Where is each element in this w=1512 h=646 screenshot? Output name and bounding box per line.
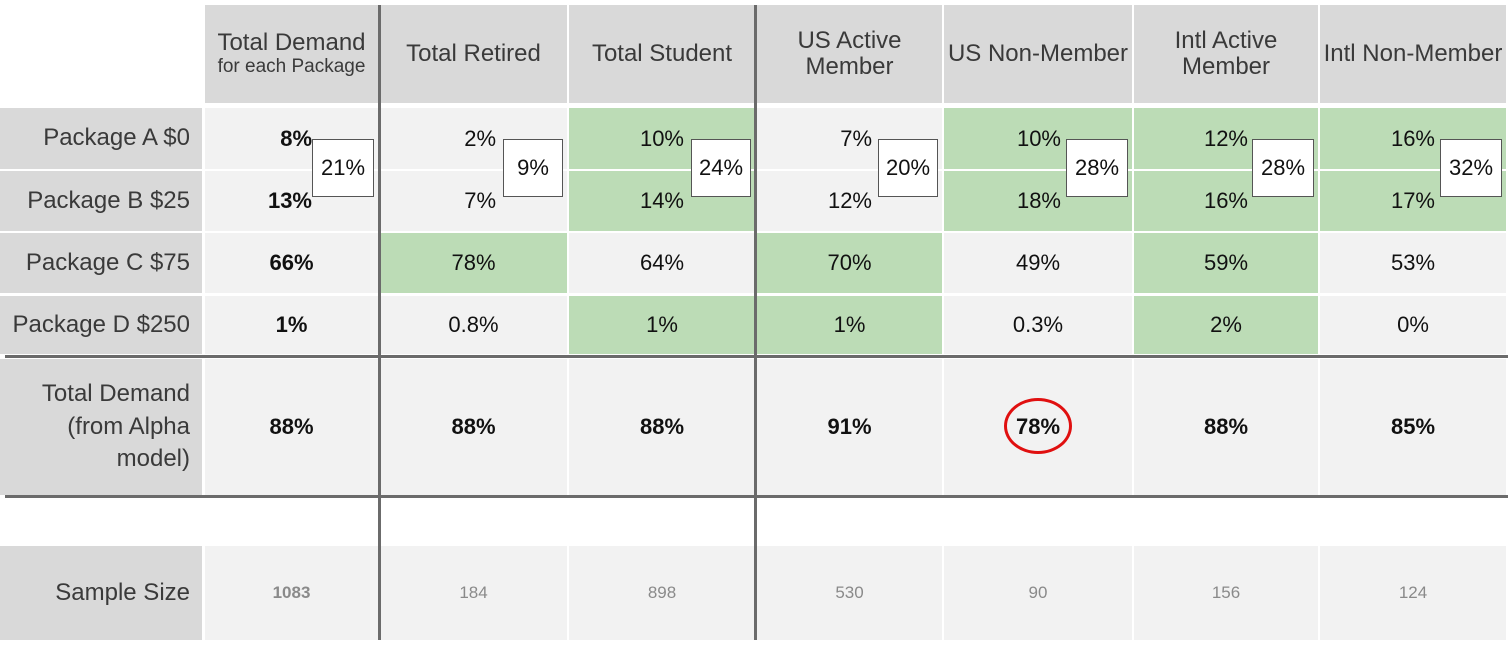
table-cell: 66%: [205, 233, 378, 293]
table-cell: 898: [569, 546, 755, 640]
table-cell: 88%: [1134, 359, 1318, 495]
column-header: US Active Member: [757, 5, 942, 103]
spacer-cell: [380, 499, 567, 542]
table-cell: 8%: [205, 108, 378, 169]
table-cell: 0%: [1320, 296, 1506, 354]
table-cell: 1%: [757, 296, 942, 354]
column-header-title: Intl Active Member: [1174, 26, 1278, 80]
table-cell: 85%: [1320, 359, 1506, 495]
table-cell: 91%: [757, 359, 942, 495]
spacer-cell: [1320, 499, 1506, 542]
table-cell: 12%: [757, 171, 942, 231]
row-label-package-b: Package B $25: [0, 171, 202, 231]
combined-ab-box: 24%: [691, 139, 751, 197]
combined-ab-box: 28%: [1252, 139, 1314, 197]
column-header: US Non-Member: [944, 5, 1132, 103]
column-header-title: Total Student: [591, 39, 733, 67]
table-cell: 0.8%: [380, 296, 567, 354]
combined-ab-box: 20%: [878, 139, 938, 197]
table-cell: 0.3%: [944, 296, 1132, 354]
combined-ab-box: 32%: [1440, 139, 1502, 197]
column-header: Intl Non-Member: [1320, 5, 1506, 103]
table-cell: 70%: [757, 233, 942, 293]
column-header-title: Intl Non-Member: [1323, 39, 1503, 67]
combined-ab-box: 9%: [503, 139, 563, 197]
column-header: Intl Active Member: [1134, 5, 1318, 103]
column-header-title: Total Demand: [217, 29, 366, 57]
table-cell: 49%: [944, 233, 1132, 293]
column-header: Total Demand for each Package: [205, 5, 378, 103]
row-label-package-d: Package D $250: [0, 296, 202, 354]
group-divider: [754, 5, 757, 640]
table-cell: 59%: [1134, 233, 1318, 293]
column-header: Total Student: [569, 5, 755, 103]
spacer-cell: [569, 499, 755, 542]
table-cell: 184: [380, 546, 567, 640]
column-header-title: Total Retired: [406, 39, 541, 67]
group-divider: [378, 5, 381, 640]
table-cell: 88%: [380, 359, 567, 495]
highlight-circle: [1004, 398, 1072, 454]
row-label-package-c: Package C $75: [0, 233, 202, 293]
table-cell: 16%: [1134, 171, 1318, 231]
table-cell: 2%: [1134, 296, 1318, 354]
spacer-cell: [1134, 499, 1318, 542]
combined-ab-box: 28%: [1066, 139, 1128, 197]
combined-ab-box: 21%: [312, 139, 374, 197]
column-header-subtitle: for each Package: [217, 55, 366, 77]
table-cell: 88%: [205, 359, 378, 495]
spacer-cell: [757, 499, 942, 542]
row-label-package-a: Package A $0: [0, 108, 202, 169]
table-cell: 90: [944, 546, 1132, 640]
table-cell: 1083: [205, 546, 378, 640]
table-cell: 17%: [1320, 171, 1506, 231]
column-header-title: US Non-Member: [947, 39, 1129, 67]
column-header-title: US Active Member: [797, 26, 902, 80]
table-cell: 13%: [205, 171, 378, 231]
table-cell: 1%: [569, 296, 755, 354]
table-cell: 64%: [569, 233, 755, 293]
table-cell: 78%: [380, 233, 567, 293]
spacer-cell: [944, 499, 1132, 542]
row-label-total: Total Demand (from Alpha model): [0, 359, 202, 495]
table-cell: 1%: [205, 296, 378, 354]
row-label-sample: Sample Size: [0, 546, 202, 640]
table-cell: 156: [1134, 546, 1318, 640]
table-cell: 88%: [569, 359, 755, 495]
column-header: Total Retired: [380, 5, 567, 103]
spacer-cell: [0, 499, 202, 542]
table-cell: 53%: [1320, 233, 1506, 293]
table-cell: 124: [1320, 546, 1506, 640]
table-cell: 530: [757, 546, 942, 640]
spacer-cell: [205, 499, 378, 542]
